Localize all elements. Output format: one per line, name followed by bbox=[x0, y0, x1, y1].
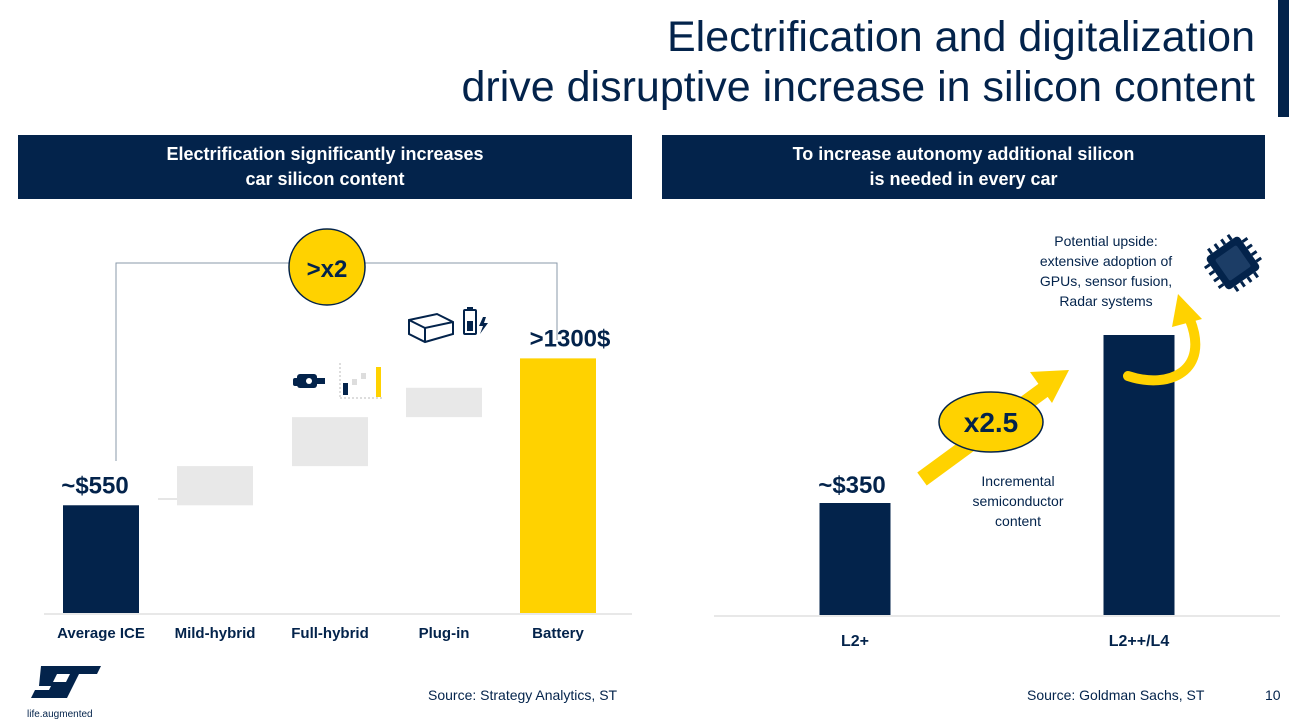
right-source: Source: Goldman Sachs, ST bbox=[1027, 687, 1205, 703]
upside-line-4: Radar systems bbox=[1059, 293, 1152, 309]
st-logo: life.augmented bbox=[27, 662, 107, 722]
bar-plug-in bbox=[406, 387, 482, 418]
data-label: >1300$ bbox=[530, 325, 611, 352]
bar-full-hybrid bbox=[292, 417, 368, 467]
multiplier-badge-right bbox=[938, 391, 1044, 453]
mini-chart-icon bbox=[339, 363, 382, 399]
left-panel-header: Electrification significantly increases … bbox=[18, 135, 632, 199]
bar-mild-hybrid bbox=[177, 466, 253, 506]
upside-line-3: GPUs, sensor fusion, bbox=[1040, 273, 1172, 289]
bar-l2- bbox=[819, 503, 891, 615]
incremental-line-3: content bbox=[995, 513, 1041, 529]
right-labels-group: L2+ ~$350 L2++/L4 bbox=[818, 472, 1169, 650]
x-tick-label: L2+ bbox=[841, 633, 869, 650]
incremental-line-2: semiconductor bbox=[972, 493, 1063, 509]
title-line-2: drive disruptive increase in silicon con… bbox=[461, 63, 1255, 111]
multiplier-badge bbox=[288, 228, 366, 306]
data-label: ~$350 bbox=[818, 472, 885, 499]
left-source: Source: Strategy Analytics, ST bbox=[428, 687, 618, 703]
left-header-line-2: car silicon content bbox=[245, 169, 405, 189]
data-label: ~$550 bbox=[61, 472, 128, 499]
x-tick-label: Plug-in bbox=[419, 625, 470, 642]
x-tick-label: L2++/L4 bbox=[1109, 633, 1170, 650]
multiplier-text: >x2 bbox=[307, 256, 348, 283]
right-header-line-1: To increase autonomy additional silicon bbox=[792, 144, 1135, 164]
chip-icon bbox=[1203, 233, 1263, 293]
incremental-line-1: Incremental bbox=[981, 473, 1054, 489]
left-waterfall-chart: Average ICE ~$550 Mild-hybrid Full-hybrid Pl… bbox=[44, 228, 632, 642]
left-header-line-1: Electrification significantly increases bbox=[166, 144, 484, 164]
curved-arrow-icon bbox=[1123, 294, 1202, 386]
x-tick-label: Mild-hybrid bbox=[175, 625, 256, 642]
x-tick-label: Full-hybrid bbox=[291, 625, 369, 642]
page-number: 10 bbox=[1265, 687, 1281, 703]
right-panel-header: To increase autonomy additional silicon … bbox=[662, 135, 1265, 199]
left-bars-group bbox=[63, 358, 596, 613]
x-tick-label: Average ICE bbox=[57, 625, 145, 642]
x-tick-label: Battery bbox=[532, 625, 584, 642]
logo-tagline: life.augmented bbox=[27, 709, 93, 720]
bar-average-ice bbox=[63, 505, 139, 613]
charger-icon bbox=[408, 312, 454, 344]
st-logo-icon bbox=[31, 666, 101, 698]
engine-icon bbox=[293, 374, 325, 388]
title-line-1: Electrification and digitalization bbox=[667, 13, 1255, 61]
right-bar-chart: L2+ ~$350 L2++/L4 x2.5 Incremental semicon… bbox=[714, 233, 1280, 650]
page-title: Electrification and digitalization drive… bbox=[255, 12, 1255, 112]
battery-icon bbox=[463, 307, 488, 335]
title-accent-bar bbox=[1278, 0, 1289, 117]
right-header-line-2: is needed in every car bbox=[869, 169, 1058, 189]
left-labels-group: Average ICE ~$550 Mild-hybrid Full-hybrid Pl… bbox=[57, 325, 611, 642]
upside-line-1: Potential upside: bbox=[1054, 233, 1158, 249]
bar-battery bbox=[520, 358, 596, 613]
multiplier-text-right: x2.5 bbox=[964, 407, 1019, 438]
upside-line-2: extensive adoption of bbox=[1040, 253, 1172, 269]
